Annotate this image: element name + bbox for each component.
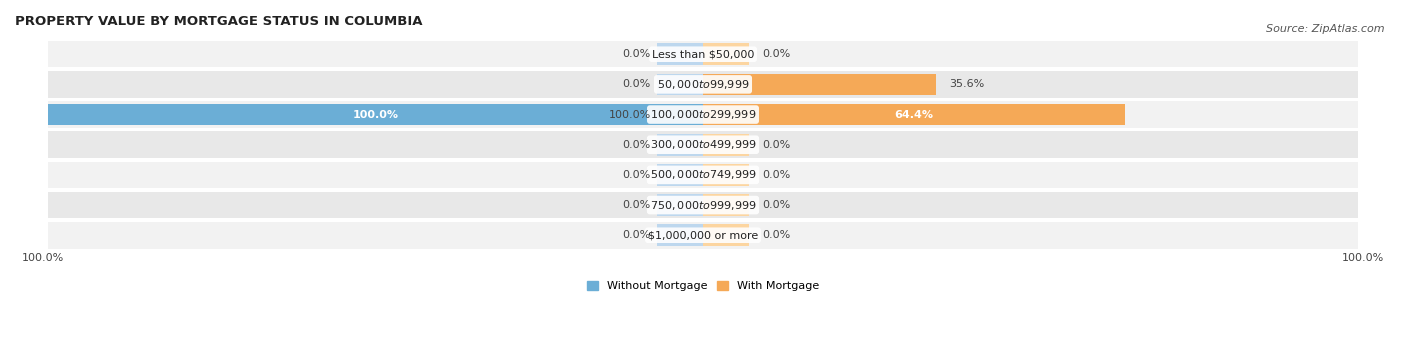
- Text: 0.0%: 0.0%: [762, 49, 790, 59]
- Bar: [657, 74, 703, 95]
- Text: Less than $50,000: Less than $50,000: [652, 49, 754, 59]
- Text: 100.0%: 100.0%: [1343, 253, 1385, 263]
- Bar: [48, 162, 1358, 188]
- Bar: [48, 101, 1358, 128]
- Text: 100.0%: 100.0%: [353, 109, 398, 120]
- Text: 0.0%: 0.0%: [762, 230, 790, 240]
- Bar: [703, 164, 749, 186]
- Text: 0.0%: 0.0%: [762, 170, 790, 180]
- Bar: [703, 104, 1125, 125]
- Text: 0.0%: 0.0%: [623, 49, 651, 59]
- Text: 0.0%: 0.0%: [623, 230, 651, 240]
- Text: $750,000 to $999,999: $750,000 to $999,999: [650, 198, 756, 211]
- Text: $1,000,000 or more: $1,000,000 or more: [648, 230, 758, 240]
- Bar: [657, 224, 703, 246]
- Text: 0.0%: 0.0%: [623, 79, 651, 89]
- Text: 0.0%: 0.0%: [623, 140, 651, 150]
- Text: $100,000 to $299,999: $100,000 to $299,999: [650, 108, 756, 121]
- Bar: [703, 224, 749, 246]
- Text: $300,000 to $499,999: $300,000 to $499,999: [650, 138, 756, 151]
- Text: $50,000 to $99,999: $50,000 to $99,999: [657, 78, 749, 91]
- Legend: Without Mortgage, With Mortgage: Without Mortgage, With Mortgage: [582, 277, 824, 296]
- Bar: [48, 71, 1358, 98]
- Text: Source: ZipAtlas.com: Source: ZipAtlas.com: [1267, 24, 1385, 34]
- Bar: [48, 104, 703, 125]
- Bar: [657, 194, 703, 216]
- Bar: [703, 134, 749, 155]
- Bar: [48, 131, 1358, 158]
- Bar: [48, 222, 1358, 249]
- Text: 0.0%: 0.0%: [623, 170, 651, 180]
- Bar: [657, 43, 703, 65]
- Bar: [703, 43, 749, 65]
- Text: 100.0%: 100.0%: [609, 109, 651, 120]
- Bar: [48, 41, 1358, 68]
- Text: 100.0%: 100.0%: [21, 253, 63, 263]
- Text: PROPERTY VALUE BY MORTGAGE STATUS IN COLUMBIA: PROPERTY VALUE BY MORTGAGE STATUS IN COL…: [15, 15, 422, 28]
- Bar: [657, 134, 703, 155]
- Text: $500,000 to $749,999: $500,000 to $749,999: [650, 168, 756, 181]
- Bar: [703, 74, 936, 95]
- Bar: [703, 194, 749, 216]
- Bar: [48, 192, 1358, 218]
- Text: 64.4%: 64.4%: [894, 109, 934, 120]
- Bar: [657, 164, 703, 186]
- Text: 0.0%: 0.0%: [762, 200, 790, 210]
- Text: 0.0%: 0.0%: [623, 200, 651, 210]
- Text: 35.6%: 35.6%: [949, 79, 984, 89]
- Text: 0.0%: 0.0%: [762, 140, 790, 150]
